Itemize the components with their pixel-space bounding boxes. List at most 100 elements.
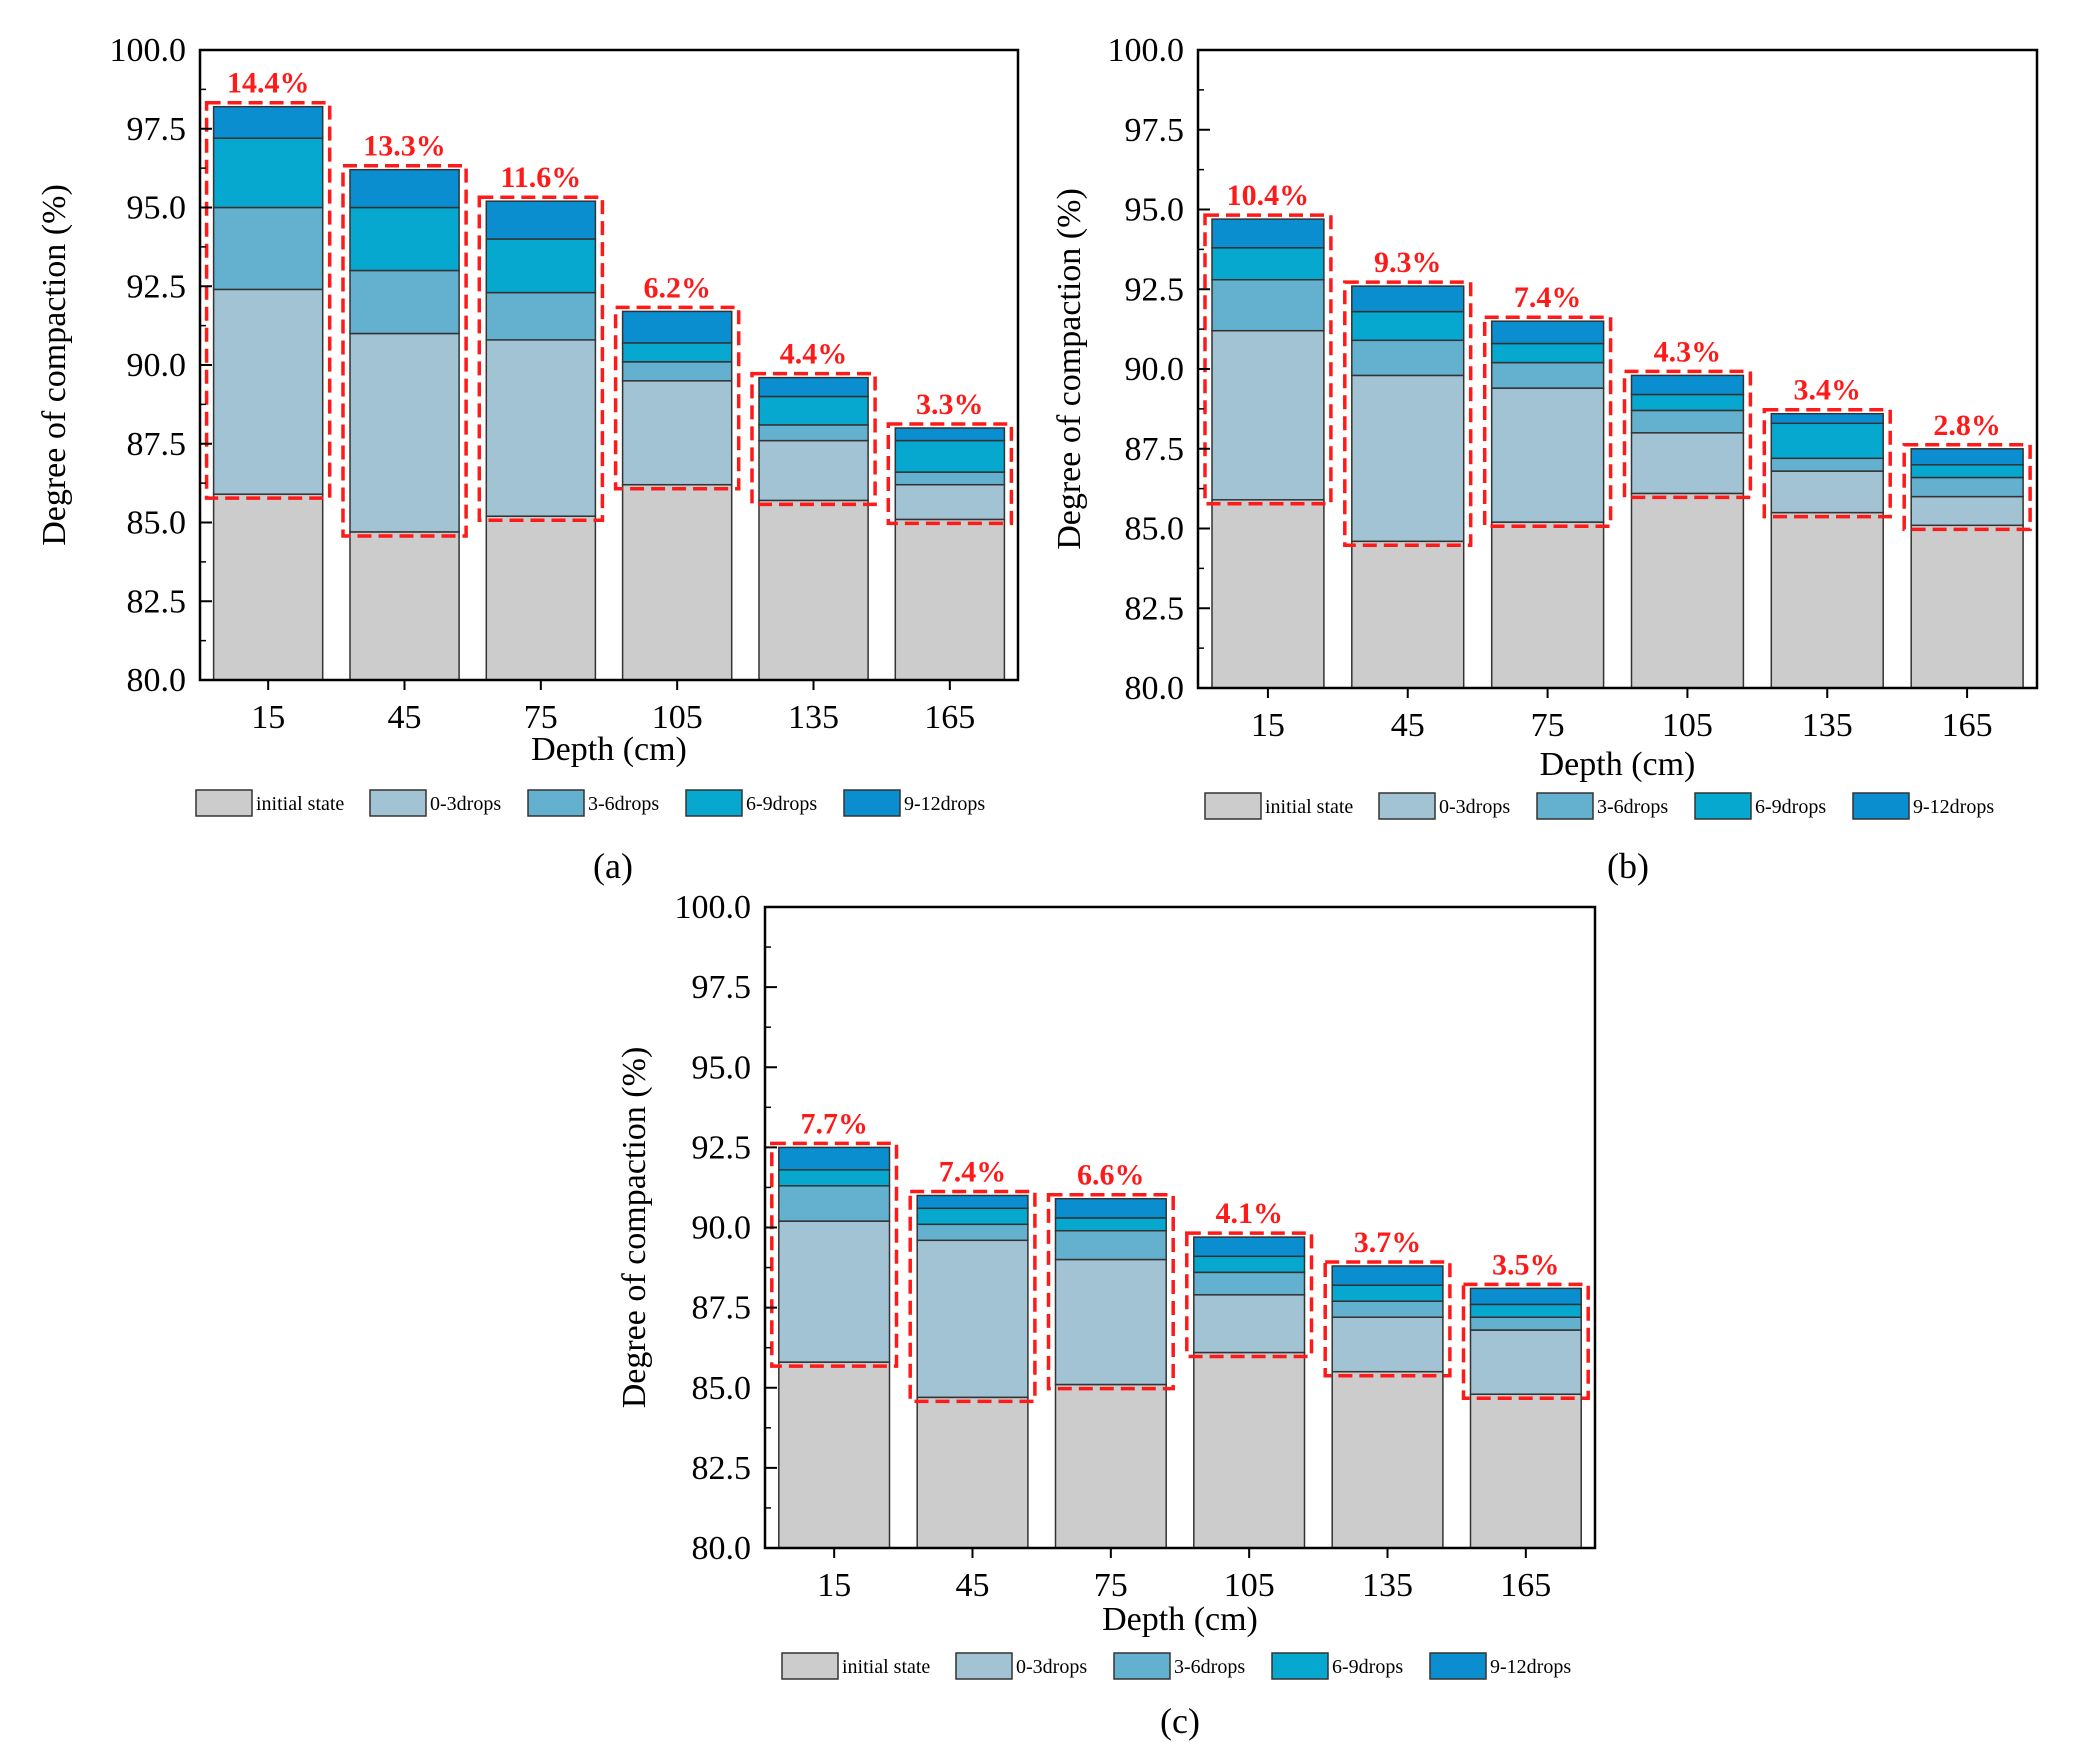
legend-swatch-initial-state [781, 1652, 839, 1680]
bar-0-3drops-depth-75 [1490, 387, 1605, 523]
legend: initial state 0-3drops 3-6drops 6-9drops 9-1… [195, 789, 985, 817]
bar-9-12drops-depth-165 [1469, 1287, 1582, 1306]
bar-6-9drops-depth-15 [212, 137, 324, 209]
y-tick-label-90.0: 90.0 [1125, 351, 1185, 388]
legend-swatch-6-9drops [1694, 792, 1752, 820]
bar-6-9drops-depth-105 [1193, 1255, 1306, 1274]
bar-6-9drops-depth-135 [1770, 422, 1884, 460]
x-tick-label-165: 165 [1942, 707, 1993, 744]
increase-label-depth-105: 4.3% [1654, 335, 1722, 368]
increase-label-depth-165: 3.5% [1492, 1248, 1560, 1281]
legend-swatch-9-12drops [1852, 792, 1910, 820]
bar-9-12drops-depth-75 [1490, 320, 1605, 345]
y-tick-label-87.5: 87.5 [692, 1290, 752, 1327]
bar-0-3drops-depth-135 [1770, 470, 1884, 514]
y-tick-label-92.5: 92.5 [127, 268, 187, 305]
increase-label-depth-165: 3.3% [916, 388, 984, 421]
increase-label-depth-45: 7.4% [939, 1156, 1007, 1189]
bar-6-9drops-depth-135 [758, 395, 869, 426]
bar-6-9drops-depth-105 [1630, 393, 1745, 412]
x-tick-label-105: 105 [1662, 707, 1713, 744]
y-tick-label-85.0: 85.0 [127, 505, 187, 542]
legend-label-6-9drops: 6-9drops [1332, 1656, 1403, 1678]
bar-0-3drops-depth-165 [1910, 495, 2024, 527]
y-tick-label-82.5: 82.5 [127, 583, 187, 620]
bar-9-12drops-depth-75 [485, 200, 597, 240]
increase-label-depth-45: 9.3% [1374, 246, 1442, 279]
bar-0-3drops-depth-165 [894, 483, 1006, 521]
bar-6-9drops-depth-45 [349, 206, 460, 272]
increase-label-depth-15: 10.4% [1227, 179, 1310, 212]
legend-label-6-9drops: 6-9drops [1755, 796, 1826, 818]
x-tick-label-105: 105 [652, 699, 703, 736]
bar-9-12drops-depth-165 [894, 427, 1006, 442]
bar-initial-state-depth-135 [758, 499, 869, 681]
bar-0-3drops-depth-105 [621, 380, 733, 486]
panel-label-a: (a) [593, 846, 633, 886]
y-tick-label-97.5: 97.5 [692, 969, 752, 1006]
bar-3-6drops-depth-105 [621, 361, 733, 382]
x-tick-label-75: 75 [524, 699, 558, 736]
increase-label-depth-15: 7.7% [800, 1107, 868, 1140]
x-tick-label-75: 75 [1094, 1567, 1128, 1604]
increase-box-depth-75 [477, 195, 605, 522]
bar-initial-state-depth-105 [621, 483, 733, 681]
x-tick-label-15: 15 [1251, 707, 1285, 744]
increase-box-depth-15 [1203, 213, 1333, 506]
bar-0-3drops-depth-135 [758, 439, 869, 502]
bar-6-9drops-depth-165 [1469, 1303, 1582, 1318]
bar-initial-state-depth-105 [1630, 492, 1745, 689]
bar-6-9drops-depth-45 [1351, 310, 1465, 342]
bar-3-6drops-depth-45 [1351, 339, 1465, 377]
legend-label-0-3drops: 0-3drops [430, 793, 501, 815]
chart-panel-a: 14.4% 15 13.3% 45 11.6% 75 6.2% 105 4.4% 135 3.3% 1… [36, 32, 1020, 886]
x-tick-label-135: 135 [1362, 1567, 1413, 1604]
y-axis-title: Degree of compaction (%) [36, 184, 73, 546]
increase-box-depth-165 [1461, 1282, 1590, 1400]
legend-swatch-3-6drops [527, 789, 585, 817]
bar-6-9drops-depth-45 [916, 1207, 1029, 1226]
bar-0-3drops-depth-45 [1351, 374, 1465, 543]
bar-initial-state-depth-45 [916, 1396, 1029, 1549]
bar-initial-state-depth-105 [1193, 1351, 1306, 1549]
bar-6-9drops-depth-105 [621, 342, 733, 363]
bar-9-12drops-depth-15 [212, 105, 324, 139]
legend-swatch-9-12drops [1429, 1652, 1487, 1680]
increase-box-depth-165 [1902, 443, 2032, 532]
bar-9-12drops-depth-45 [916, 1194, 1029, 1210]
bar-9-12drops-depth-75 [1054, 1197, 1167, 1219]
x-tick-label-15: 15 [817, 1567, 851, 1604]
bar-9-12drops-depth-135 [758, 376, 869, 398]
bar-3-6drops-depth-75 [1054, 1229, 1167, 1261]
bar-6-9drops-depth-165 [894, 439, 1006, 473]
chart-panel-c: 7.7% 15 7.4% 45 6.6% 75 4.1% 105 3.7% 135 3.5% 165 8… [616, 889, 1597, 1741]
bar-0-3drops-depth-15 [778, 1220, 891, 1363]
x-axis-title: Depth (cm) [531, 731, 687, 768]
x-tick-label-45: 45 [388, 699, 422, 736]
bar-initial-state-depth-165 [894, 518, 1006, 681]
legend-swatch-initial-state [1204, 792, 1262, 820]
legend-swatch-6-9drops [1271, 1652, 1329, 1680]
x-tick-label-45: 45 [1391, 707, 1425, 744]
increase-label-depth-75: 6.6% [1077, 1159, 1145, 1192]
legend-label-0-3drops: 0-3drops [1439, 796, 1510, 818]
legend-label-9-12drops: 9-12drops [1913, 796, 1994, 818]
bar-3-6drops-depth-165 [1469, 1316, 1582, 1331]
bar-9-12drops-depth-135 [1331, 1265, 1444, 1286]
bar-initial-state-depth-75 [1490, 521, 1605, 689]
bar-3-6drops-depth-75 [1490, 361, 1605, 389]
y-tick-label-97.5: 97.5 [127, 111, 187, 148]
increase-label-depth-75: 7.4% [1514, 281, 1582, 314]
bar-3-6drops-depth-135 [758, 424, 869, 442]
legend-label-0-3drops: 0-3drops [1016, 1656, 1087, 1678]
legend-label-3-6drops: 3-6drops [1174, 1656, 1245, 1678]
bar-9-12drops-depth-45 [349, 168, 460, 209]
bar-6-9drops-depth-75 [485, 238, 597, 294]
x-tick-label-75: 75 [1531, 707, 1565, 744]
legend-swatch-0-3drops [1378, 792, 1436, 820]
y-tick-label-82.5: 82.5 [1125, 590, 1185, 627]
increase-label-depth-15: 14.4% [227, 67, 310, 100]
increase-label-depth-105: 6.2% [643, 271, 711, 304]
bar-initial-state-depth-165 [1910, 524, 2024, 689]
y-tick-label-92.5: 92.5 [1125, 271, 1185, 308]
